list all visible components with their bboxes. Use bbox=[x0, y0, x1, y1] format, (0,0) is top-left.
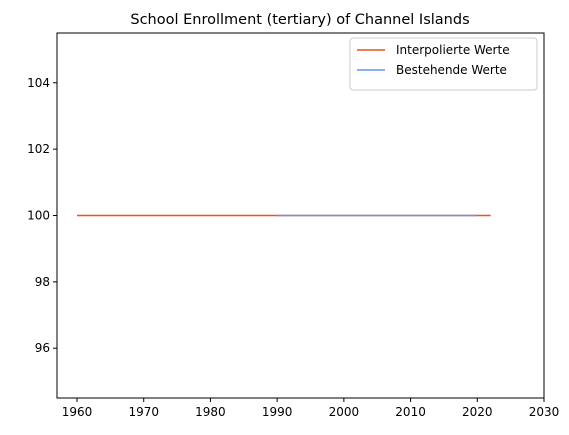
x-tick-label: 2000 bbox=[329, 405, 360, 419]
x-tick-label: 2020 bbox=[462, 405, 493, 419]
x-tick-label: 1970 bbox=[128, 405, 159, 419]
x-axis-ticks: 1960 1970 1980 1990 2000 2010 2020 2030 bbox=[62, 398, 560, 419]
y-tick-label: 98 bbox=[35, 275, 50, 289]
y-tick-label: 102 bbox=[27, 142, 50, 156]
y-tick-label: 104 bbox=[27, 76, 50, 90]
x-tick-label: 1960 bbox=[62, 405, 93, 419]
chart-title: School Enrollment (tertiary) of Channel … bbox=[130, 12, 469, 28]
x-tick-label: 1980 bbox=[195, 405, 226, 419]
x-tick-label: 2030 bbox=[529, 405, 560, 419]
y-tick-label: 96 bbox=[35, 341, 50, 355]
y-tick-label: 100 bbox=[27, 209, 50, 223]
legend-box bbox=[349, 37, 538, 91]
y-axis-ticks: 96 98 100 102 104 bbox=[27, 76, 57, 355]
legend: Interpolierte Werte Bestehende Werte bbox=[349, 37, 538, 91]
legend-label-0: Interpolierte Werte bbox=[396, 43, 510, 57]
x-tick-label: 2010 bbox=[395, 405, 426, 419]
legend-label-1: Bestehende Werte bbox=[396, 63, 507, 77]
plot-frame bbox=[56, 32, 545, 399]
x-tick-label: 1990 bbox=[262, 405, 293, 419]
